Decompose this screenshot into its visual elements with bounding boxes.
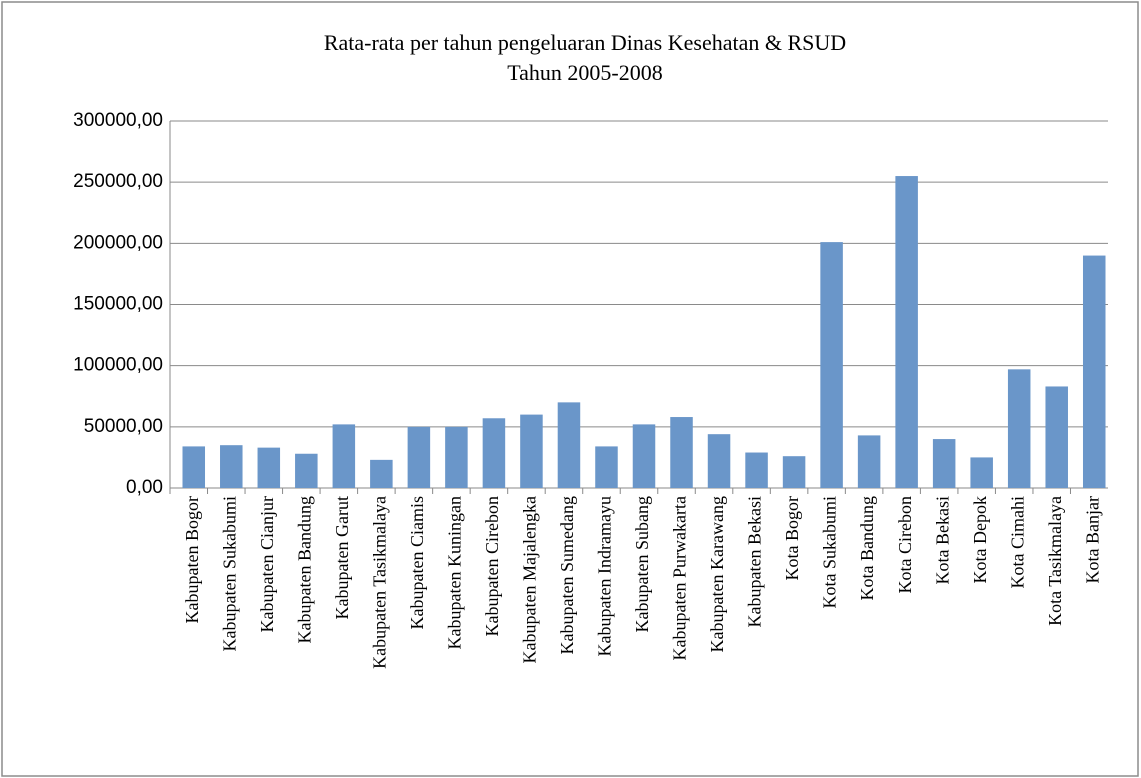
y-tick-label: 300000,00 bbox=[73, 110, 163, 131]
bar bbox=[482, 418, 506, 488]
bar bbox=[370, 459, 393, 488]
y-tick-label: 250000,00 bbox=[73, 171, 163, 192]
x-tick-label: Kabupaten Sukabumi bbox=[219, 496, 239, 651]
x-tick-label: Kabupaten Cianjur bbox=[257, 496, 277, 632]
x-tick-label: Kabupaten Garut bbox=[332, 496, 352, 619]
x-tick-label: Kota Banjar bbox=[1082, 496, 1102, 583]
bar bbox=[557, 402, 581, 488]
bar bbox=[445, 426, 468, 488]
bar bbox=[1082, 255, 1106, 488]
x-tick-label: Kota Cimahi bbox=[1007, 496, 1027, 589]
x-tick-label: Kabupaten Ciamis bbox=[407, 496, 427, 629]
x-tick-label: Kabupaten Subang bbox=[632, 496, 652, 632]
bar bbox=[782, 456, 806, 488]
x-tick-label: Kota Bekasi bbox=[932, 496, 952, 584]
y-tick-label: 0,00 bbox=[126, 477, 163, 498]
bar bbox=[932, 439, 956, 488]
x-tick-label: Kabupaten Majalengka bbox=[520, 496, 540, 663]
chart-title: Rata-rata per tahun pengeluaran Dinas Ke… bbox=[324, 30, 846, 55]
x-tick-label: Kota Cirebon bbox=[895, 496, 915, 593]
bar bbox=[670, 417, 693, 488]
bar bbox=[1007, 369, 1031, 488]
bar bbox=[595, 446, 618, 488]
bar bbox=[257, 447, 281, 488]
x-tick-label: Kabupaten Tasikmalaya bbox=[369, 496, 389, 669]
bar bbox=[1045, 386, 1068, 488]
bar bbox=[332, 424, 356, 488]
x-tick-label: Kabupaten Cirebon bbox=[482, 496, 502, 636]
bar bbox=[707, 434, 731, 488]
chart-subtitle: Tahun 2005-2008 bbox=[507, 60, 663, 85]
x-tick-label: Kota Bogor bbox=[782, 496, 802, 581]
y-tick-label: 150000,00 bbox=[73, 294, 163, 315]
y-tick-label: 50000,00 bbox=[84, 416, 163, 437]
bar bbox=[970, 457, 993, 488]
bar bbox=[220, 445, 243, 488]
x-tick-label: Kabupaten Sumedang bbox=[557, 496, 577, 654]
x-tick-label: Kabupaten Bandung bbox=[294, 496, 314, 643]
x-tick-label: Kabupaten Indramayu bbox=[595, 496, 615, 656]
bar bbox=[857, 435, 881, 488]
y-tick-label: 100000,00 bbox=[73, 355, 163, 376]
x-tick-label: Kota Bandung bbox=[857, 496, 877, 600]
bar bbox=[520, 414, 543, 488]
x-tick-label: Kabupaten Karawang bbox=[707, 496, 727, 652]
x-tick-label: Kabupaten Bekasi bbox=[745, 496, 765, 627]
x-tick-label: Kota Sukabumi bbox=[820, 496, 840, 609]
x-tick-label: Kota Depok bbox=[970, 496, 990, 583]
x-tick-label: Kabupaten Kuningan bbox=[445, 496, 465, 649]
y-tick-label: 200000,00 bbox=[73, 232, 163, 253]
bar bbox=[895, 176, 918, 489]
x-tick-label: Kabupaten Bogor bbox=[182, 496, 202, 623]
bar bbox=[295, 453, 318, 488]
bar bbox=[632, 424, 656, 488]
bar bbox=[407, 426, 431, 488]
x-tick-label: Kabupaten Purwakarta bbox=[670, 496, 690, 660]
bar bbox=[182, 446, 206, 488]
bar bbox=[745, 452, 768, 488]
x-tick-label: Kota Tasikmalaya bbox=[1045, 496, 1065, 626]
bar bbox=[820, 242, 843, 488]
